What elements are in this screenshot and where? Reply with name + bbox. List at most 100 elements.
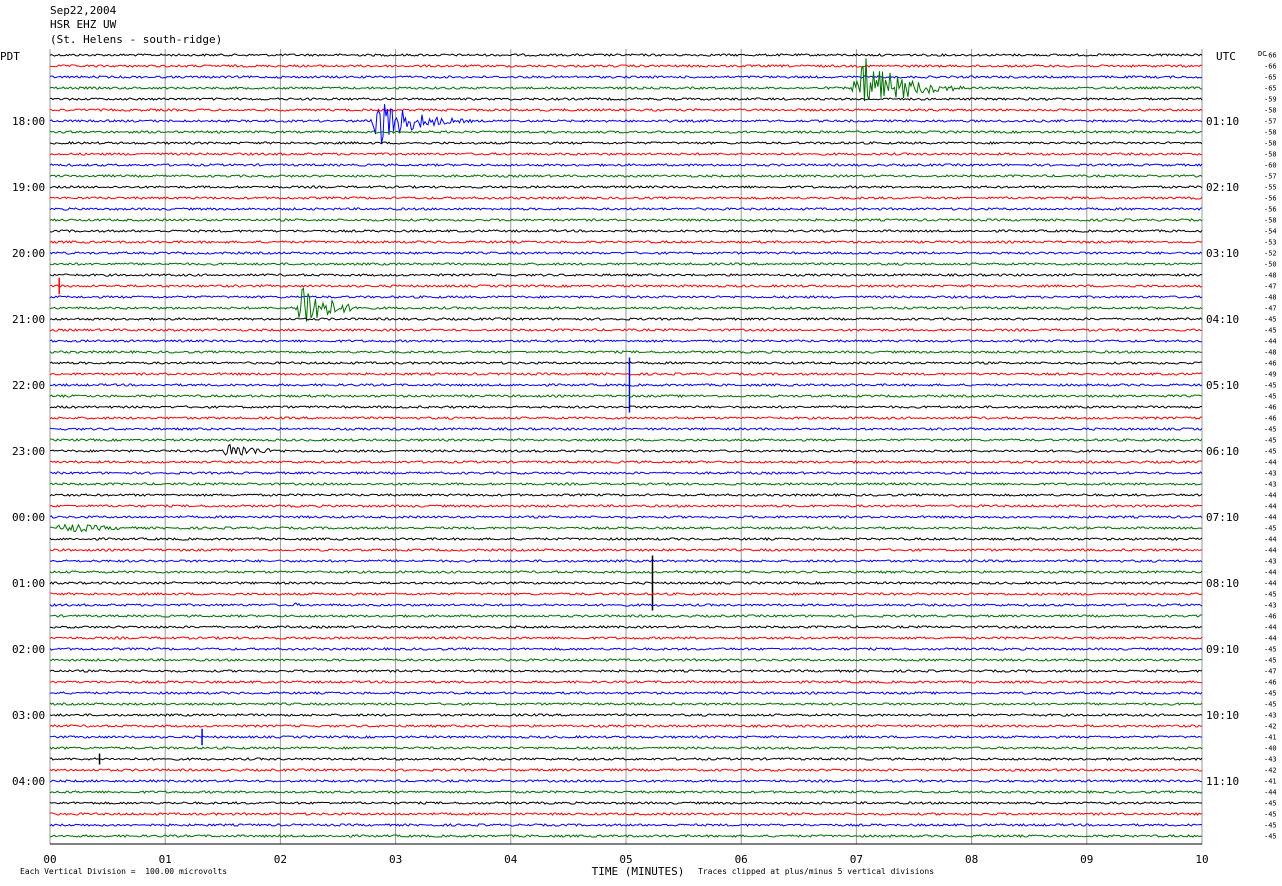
- trace-42: [49, 515, 1203, 519]
- trace-43: [49, 523, 1203, 533]
- x-axis-title: TIME (MINUTES): [592, 865, 685, 878]
- trace-59: [49, 702, 1203, 706]
- dc-offset-62: -41: [1264, 734, 1277, 742]
- trace-62: [49, 735, 1203, 739]
- trace-52: [49, 625, 1203, 629]
- trace-68: [49, 801, 1203, 805]
- trace-31: [49, 394, 1203, 398]
- footer-scale-note: Each Vertical Division = 100.00 microvol…: [20, 867, 228, 876]
- x-tick-label-07: 07: [850, 853, 863, 866]
- trace-40: [49, 493, 1203, 497]
- dc-offset-22: -48: [1264, 294, 1277, 302]
- dc-offset-20: -48: [1264, 272, 1277, 280]
- dc-offset-47: -44: [1264, 569, 1277, 577]
- dc-offset-26: -44: [1264, 338, 1277, 346]
- dc-offset-56: -47: [1264, 668, 1277, 676]
- trace-0: [49, 53, 1203, 57]
- dc-offset-35: -45: [1264, 437, 1277, 445]
- trace-11: [49, 174, 1203, 178]
- dc-offset-65: -42: [1264, 767, 1277, 775]
- trace-39: [49, 482, 1203, 486]
- utc-time-label-1010: 10:10: [1206, 709, 1239, 722]
- trace-3: [49, 58, 1203, 102]
- utc-time-label-0210: 02:10: [1206, 181, 1239, 194]
- dc-offset-42: -44: [1264, 514, 1277, 522]
- dc-offset-24: -45: [1264, 316, 1277, 324]
- dc-label: DC: [1258, 50, 1266, 58]
- trace-15: [49, 218, 1203, 222]
- trace-20: [49, 273, 1203, 277]
- dc-offset-51: -46: [1264, 613, 1277, 621]
- trace-64: [49, 757, 1203, 761]
- trace-layer: [49, 53, 1203, 838]
- dc-offset-36: -45: [1264, 448, 1277, 456]
- utc-time-label-0310: 03:10: [1206, 247, 1239, 260]
- dc-offset-60: -43: [1264, 712, 1277, 720]
- dc-offset-12: -55: [1264, 184, 1277, 192]
- dc-offset-1: -66: [1264, 63, 1277, 71]
- dc-offset-4: -59: [1264, 96, 1277, 104]
- trace-48: [49, 581, 1203, 585]
- trace-28: [49, 361, 1203, 365]
- trace-38: [49, 471, 1203, 475]
- trace-61: [49, 724, 1203, 728]
- trace-56: [49, 669, 1203, 673]
- trace-6: [49, 104, 1203, 144]
- trace-12: [49, 185, 1203, 189]
- trace-36: [49, 443, 1203, 456]
- trace-57: [49, 680, 1203, 684]
- trace-45: [49, 548, 1203, 552]
- dc-offset-61: -42: [1264, 723, 1277, 731]
- trace-8: [49, 141, 1203, 145]
- trace-69: [49, 812, 1203, 816]
- dc-offset-29: -49: [1264, 371, 1277, 379]
- utc-axis-label: UTC: [1216, 50, 1236, 63]
- utc-time-label-0810: 08:10: [1206, 577, 1239, 590]
- trace-2: [49, 75, 1203, 79]
- dc-offset-7: -58: [1264, 129, 1277, 137]
- trace-22: [49, 295, 1203, 299]
- pdt-time-label-1800: 18:00: [12, 115, 45, 128]
- trace-65: [49, 768, 1203, 772]
- trace-54: [49, 647, 1203, 651]
- dc-offset-57: -46: [1264, 679, 1277, 687]
- trace-67: [49, 790, 1203, 794]
- dc-offset-11: -57: [1264, 173, 1277, 181]
- dc-offset-70: -45: [1264, 822, 1277, 830]
- dc-offset-46: -43: [1264, 558, 1277, 566]
- dc-offset-27: -48: [1264, 349, 1277, 357]
- dc-offset-25: -45: [1264, 327, 1277, 335]
- dc-offset-55: -45: [1264, 657, 1277, 665]
- trace-10: [49, 163, 1203, 167]
- dc-offset-39: -43: [1264, 481, 1277, 489]
- trace-14: [49, 207, 1203, 211]
- trace-41: [49, 504, 1203, 508]
- trace-34: [49, 427, 1203, 431]
- x-tick-label-02: 02: [274, 853, 287, 866]
- dc-offset-63: -40: [1264, 745, 1277, 753]
- trace-29: [49, 372, 1203, 376]
- dc-offset-38: -43: [1264, 470, 1277, 478]
- dc-offset-41: -44: [1264, 503, 1277, 511]
- trace-1: [49, 64, 1203, 68]
- dc-offset-8: -58: [1264, 140, 1277, 148]
- trace-44: [49, 537, 1203, 541]
- dc-offset-50: -43: [1264, 602, 1277, 610]
- trace-53: [49, 636, 1203, 640]
- pdt-time-label-2300: 23:00: [12, 445, 45, 458]
- dc-offset-67: -44: [1264, 789, 1277, 797]
- pdt-time-label-2000: 20:00: [12, 247, 45, 260]
- dc-offset-5: -58: [1264, 107, 1277, 115]
- dc-offset-49: -45: [1264, 591, 1277, 599]
- x-tick-label-00: 00: [43, 853, 56, 866]
- trace-71: [49, 834, 1203, 838]
- dc-offset-69: -45: [1264, 811, 1277, 819]
- trace-55: [49, 658, 1203, 662]
- dc-offset-52: -44: [1264, 624, 1277, 632]
- dc-offset-33: -46: [1264, 415, 1277, 423]
- trace-4: [49, 97, 1203, 101]
- trace-30: [49, 383, 1203, 387]
- x-tick-label-03: 03: [389, 853, 402, 866]
- x-tick-label-09: 09: [1080, 853, 1093, 866]
